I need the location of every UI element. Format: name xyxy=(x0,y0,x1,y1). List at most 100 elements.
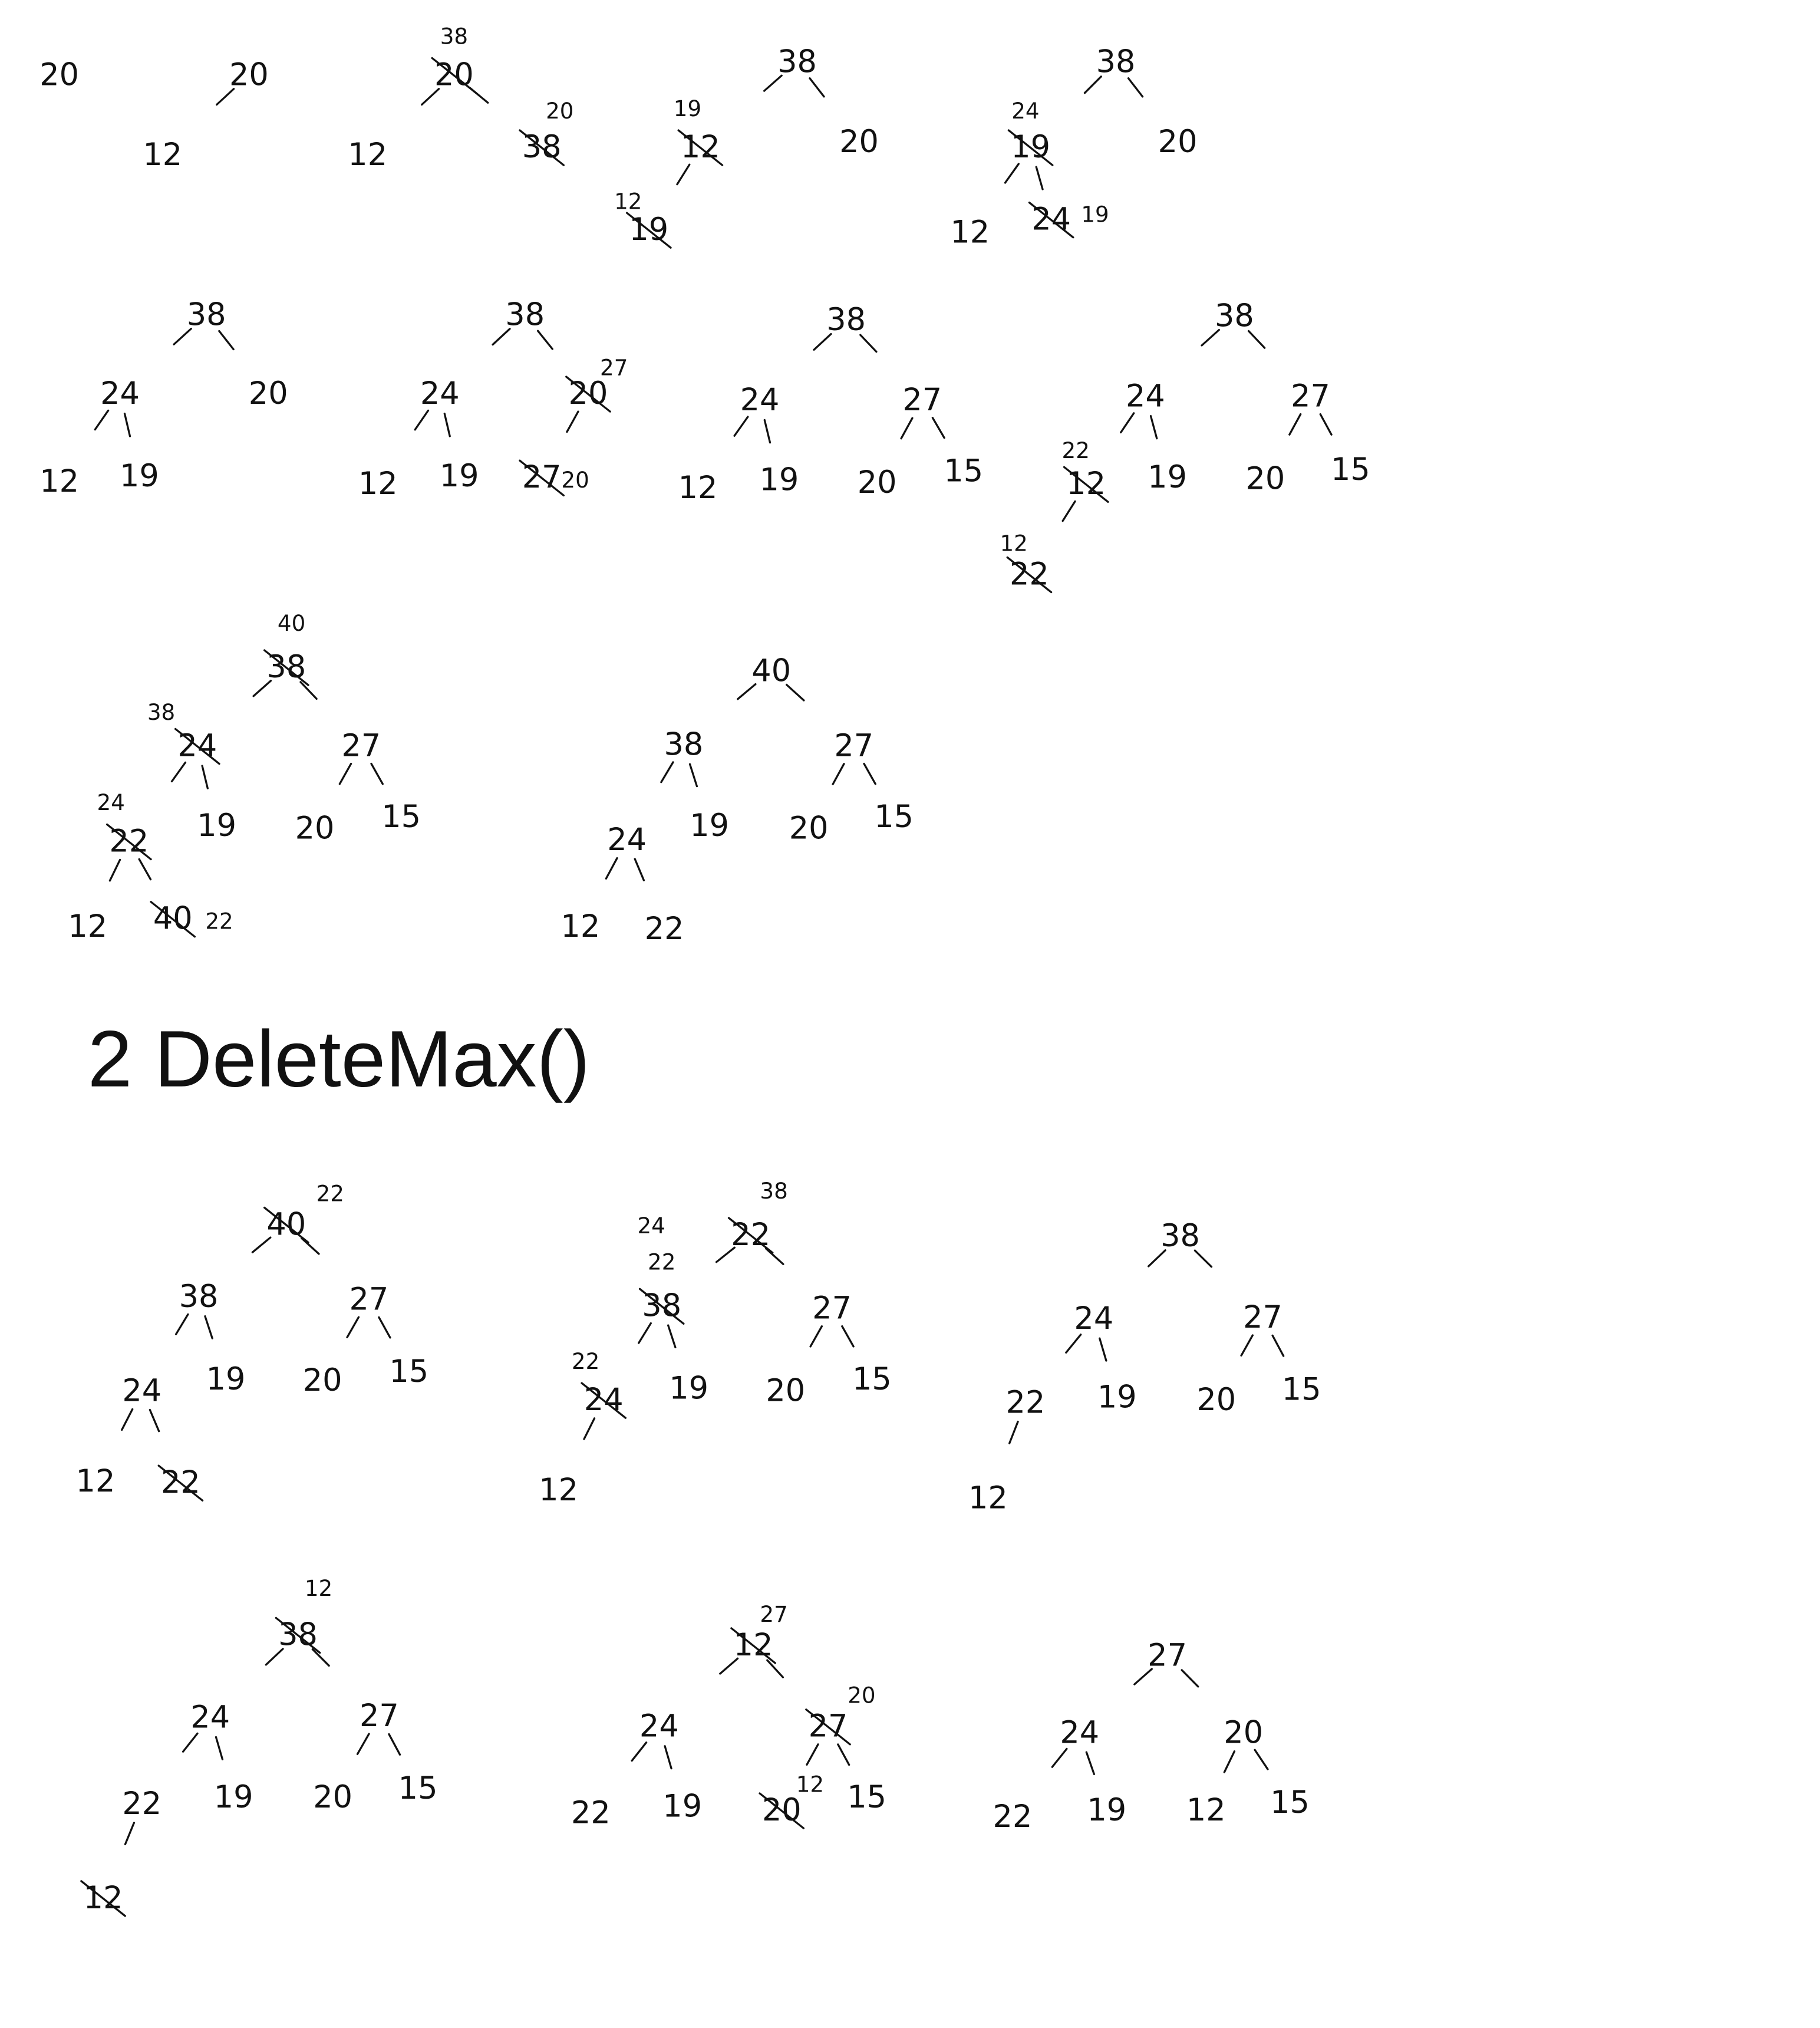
tree-edge xyxy=(1127,77,1144,98)
node-value: 15 xyxy=(944,453,983,489)
node-value: 19 xyxy=(197,808,236,844)
node-value: 20 xyxy=(295,811,335,847)
node-correction-note: 22 xyxy=(1062,437,1090,463)
tree-edge xyxy=(492,328,511,346)
node-value: 24 xyxy=(740,382,780,418)
tree-edge xyxy=(182,1732,199,1753)
strike-mark xyxy=(1006,556,1053,594)
tree-edge xyxy=(388,1733,401,1756)
tree-edge xyxy=(841,1325,855,1348)
tree-edge xyxy=(1035,166,1044,190)
strike-mark xyxy=(638,1288,685,1325)
heap-step-i10: 38402438272224192015124022 xyxy=(68,610,421,944)
tree-edge xyxy=(1247,330,1266,349)
node-correction-note: 24 xyxy=(97,789,125,815)
tree-edge xyxy=(1085,1751,1095,1776)
node-value: 20 xyxy=(1246,460,1285,496)
tree-edge xyxy=(837,1743,850,1766)
node-value: 12 xyxy=(39,463,79,499)
node-correction-note: 40 xyxy=(278,610,305,636)
node-correction-note: 24 xyxy=(1011,98,1039,124)
tree-edge xyxy=(121,1408,134,1431)
tree-edge xyxy=(566,410,579,433)
node-correction-note: 22 xyxy=(316,1180,344,1206)
node-value: 20 xyxy=(1158,124,1198,160)
tree-edge xyxy=(537,330,553,350)
node-correction-note: 19 xyxy=(674,96,701,121)
tree-edge xyxy=(638,1322,652,1344)
heap-step-i3: 2038123820 xyxy=(348,23,573,173)
node-correction-note: 12 xyxy=(614,188,642,214)
node-value: 19 xyxy=(120,458,159,494)
node-value: 15 xyxy=(389,1354,428,1390)
tree-edge xyxy=(421,88,440,106)
node-value: 19 xyxy=(1087,1792,1126,1828)
strike-mark xyxy=(263,649,309,686)
heap-step-i7: 3824202712192720 xyxy=(358,297,628,502)
strike-mark xyxy=(519,129,565,166)
node-value: 15 xyxy=(1270,1785,1310,1820)
tree-edge xyxy=(414,409,430,431)
tree-edge xyxy=(737,683,757,700)
tree-edge xyxy=(1099,1337,1107,1362)
node-value: 19 xyxy=(1097,1380,1137,1415)
heap-step-d4: 381224272219201512 xyxy=(80,1575,437,1917)
strike-mark xyxy=(581,1382,627,1419)
node-value: 12 xyxy=(76,1463,116,1499)
heap-step-i1: 20 xyxy=(39,57,79,93)
strike-mark xyxy=(519,459,565,497)
tree-edge xyxy=(123,412,131,437)
strike-mark xyxy=(677,129,724,166)
node-value: 38 xyxy=(187,297,226,332)
node-value: 20 xyxy=(1196,1382,1236,1418)
node-correction-note: 38 xyxy=(147,699,175,725)
node-value: 15 xyxy=(852,1361,892,1397)
node-correction-note: 22 xyxy=(205,908,233,934)
tree-edge xyxy=(715,1246,736,1263)
node-value: 27 xyxy=(360,1698,399,1734)
tree-edge xyxy=(149,1408,160,1433)
node-value: 38 xyxy=(664,726,703,762)
tree-edge xyxy=(94,409,110,431)
tree-edge xyxy=(216,88,235,106)
tree-edge xyxy=(660,761,674,783)
node-value: 24 xyxy=(122,1373,161,1409)
tree-edge xyxy=(733,416,749,437)
heap-step-d5: 12272427202219201215 xyxy=(571,1601,886,1831)
tree-edge xyxy=(1288,413,1302,436)
node-value: 12 xyxy=(358,466,398,502)
node-value: 27 xyxy=(341,727,381,763)
node-value: 15 xyxy=(1331,452,1370,488)
strike-mark xyxy=(80,1880,126,1917)
tree-edge xyxy=(252,680,272,697)
tree-edge xyxy=(786,683,805,702)
tree-edge xyxy=(124,1822,136,1845)
node-value: 20 xyxy=(249,376,288,411)
node-value: 20 xyxy=(39,57,79,93)
strike-mark xyxy=(730,1627,776,1664)
node-value: 24 xyxy=(190,1699,230,1735)
tree-edge xyxy=(766,1659,784,1678)
node-value: 20 xyxy=(313,1779,352,1815)
tree-edge xyxy=(356,1733,370,1755)
tree-edge xyxy=(1083,75,1102,94)
tree-edge xyxy=(832,763,845,785)
strike-mark xyxy=(759,1792,805,1829)
tree-edge xyxy=(215,1736,224,1760)
node-value: 24 xyxy=(1126,378,1165,414)
node-value: 12 xyxy=(950,214,990,250)
node-value: 19 xyxy=(759,462,799,498)
heap-step-d6: 27 24 20 22 19 12 15 xyxy=(993,1637,1310,1835)
tree-edge xyxy=(667,1324,677,1349)
node-value: 27 xyxy=(834,727,873,763)
delete-max-heading: 2 DeleteMax() xyxy=(87,1015,590,1105)
node-value: 24 xyxy=(420,376,460,411)
strike-mark xyxy=(1028,201,1074,239)
tree-edge xyxy=(311,1648,330,1667)
tree-edge xyxy=(931,417,945,439)
heap-step-d1: 40223827241920151222 xyxy=(76,1180,428,1502)
tree-edge xyxy=(370,762,384,785)
node-value: 22 xyxy=(993,1799,1033,1835)
